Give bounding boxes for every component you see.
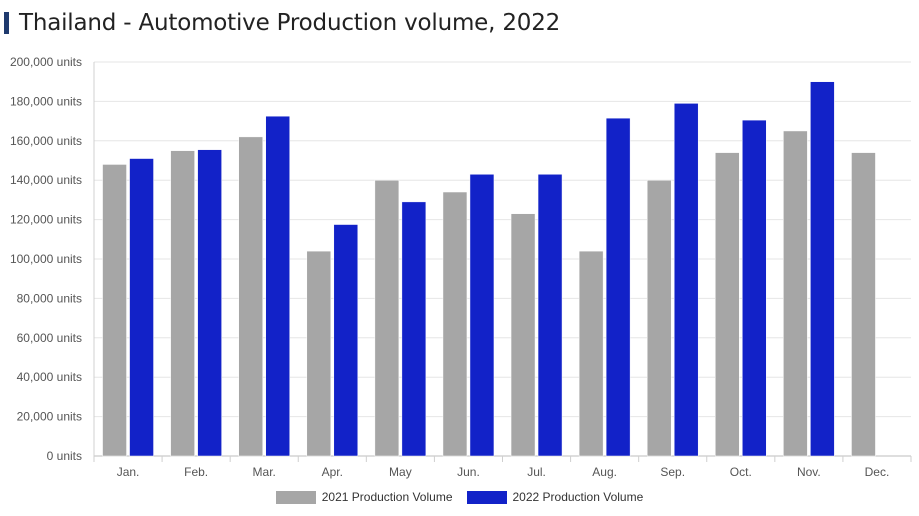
bar-2021: [715, 152, 740, 457]
chart-title: Thailand - Automotive Production volume,…: [19, 10, 561, 36]
legend-label: 2022 Production Volume: [512, 490, 644, 504]
bar-2022: [605, 117, 631, 457]
x-tick-label: Jun.: [457, 465, 480, 479]
bar-2022: [810, 81, 835, 457]
x-tick-label: Feb.: [184, 465, 208, 479]
bar-2022: [129, 158, 154, 457]
y-tick-label: 60,000 units: [17, 331, 82, 345]
bar-2022: [469, 174, 495, 457]
x-tick-label: Jan.: [117, 465, 140, 479]
y-tick-label: 180,000 units: [10, 94, 82, 108]
bar-2021: [783, 130, 808, 457]
bar-2022: [333, 224, 359, 457]
bar-2021: [646, 179, 672, 457]
bar-2021: [578, 250, 604, 457]
y-tick-label: 100,000 units: [10, 252, 82, 266]
x-tick-label: Mar.: [253, 465, 276, 479]
x-tick-label: May: [389, 465, 412, 479]
legend-swatch: [466, 490, 507, 504]
bar-2021: [374, 179, 400, 457]
bar-2022: [742, 119, 767, 457]
x-tick-label: Apr.: [322, 465, 343, 479]
x-tick-label: Nov.: [797, 465, 821, 479]
title-accent-bar: [4, 12, 9, 34]
y-tick-label: 20,000 units: [17, 410, 82, 424]
bar-2022: [537, 174, 563, 457]
y-tick-label: 160,000 units: [10, 134, 82, 148]
x-tick-label: Aug.: [592, 465, 617, 479]
bar-2022: [197, 149, 222, 457]
y-tick-label: 200,000 units: [10, 55, 82, 69]
bar-2021: [851, 152, 876, 457]
x-tick-label: Dec.: [865, 465, 890, 479]
chart-legend: 2021 Production Volume 2022 Production Vo…: [0, 490, 919, 504]
y-tick-label: 140,000 units: [10, 173, 82, 187]
x-tick-label: Jul.: [527, 465, 546, 479]
bar-2021: [102, 164, 127, 457]
chart-title-wrap: Thailand - Automotive Production volume,…: [4, 8, 560, 38]
x-tick-label: Sep.: [660, 465, 685, 479]
legend-item[interactable]: 2021 Production Volume: [275, 490, 453, 504]
y-tick-label: 80,000 units: [17, 291, 82, 305]
bar-2021: [170, 150, 195, 457]
y-tick-label: 40,000 units: [17, 370, 82, 384]
bar-2022: [673, 103, 699, 457]
y-tick-label: 120,000 units: [10, 213, 82, 227]
legend-swatch: [275, 490, 316, 504]
bar-2022: [401, 201, 427, 457]
y-tick-label: 0 units: [47, 449, 82, 463]
x-tick-label: Oct.: [730, 465, 752, 479]
bar-2021: [510, 213, 536, 457]
bar-2021: [238, 136, 263, 457]
bar-chart: 0 units 20,000 units 40,000 units 60,000 un…: [10, 55, 912, 479]
legend-label: 2021 Production Volume: [321, 490, 453, 504]
bar-2021: [442, 191, 468, 457]
bar-2022: [265, 115, 290, 457]
legend-item[interactable]: 2022 Production Volume: [466, 490, 644, 504]
bar-2021: [306, 250, 332, 457]
